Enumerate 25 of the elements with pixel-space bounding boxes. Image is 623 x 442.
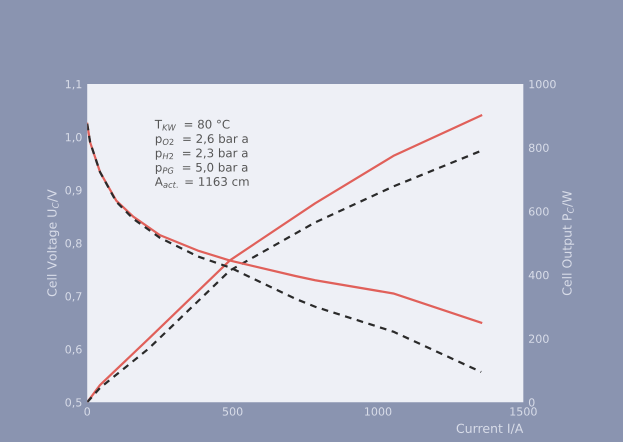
x-tick-label: 1500 bbox=[510, 407, 537, 416]
y-tick-label: 0,9 bbox=[65, 186, 82, 196]
y-tick-label: 0,8 bbox=[65, 239, 82, 249]
y2-tick-label: 1000 bbox=[529, 80, 556, 88]
y2-tick-label: 200 bbox=[528, 334, 549, 343]
x-tick-label: 0 bbox=[84, 407, 90, 416]
annotation: p$_{PG}$ = 5,0 bar a bbox=[156, 162, 248, 174]
annotation: T$_{KW}$ = 80 °C bbox=[154, 120, 230, 130]
annotation: A$_{act.}$ = 1163 cm bbox=[154, 177, 249, 188]
annotation: p$_{O2}$ = 2,6 bar a bbox=[156, 134, 248, 146]
y2-tick-label: 400 bbox=[528, 270, 549, 280]
x-tick-label: 500 bbox=[222, 407, 242, 416]
x-tick-label: 1000 bbox=[365, 407, 392, 416]
x-axis-title: Current I/A bbox=[456, 424, 524, 434]
y2-axis-title: Cell Output P$_{C}$/W bbox=[562, 190, 574, 296]
y-tick-label: 0,5 bbox=[65, 398, 82, 408]
y2-tick-label: 600 bbox=[528, 207, 549, 216]
y-tick-label: 1,0 bbox=[66, 132, 82, 143]
y-tick-label: 0,7 bbox=[65, 292, 82, 302]
y2-tick-label: 0 bbox=[528, 398, 535, 407]
annotation: p$_{H2}$ = 2,3 bar a bbox=[156, 148, 248, 160]
y-tick-label: 0,6 bbox=[65, 345, 82, 355]
y2-tick-label: 800 bbox=[528, 144, 549, 152]
y-axis-title: Cell Voltage U$_{C}$/V bbox=[47, 189, 60, 296]
y-tick-label: 1,1 bbox=[66, 80, 82, 90]
